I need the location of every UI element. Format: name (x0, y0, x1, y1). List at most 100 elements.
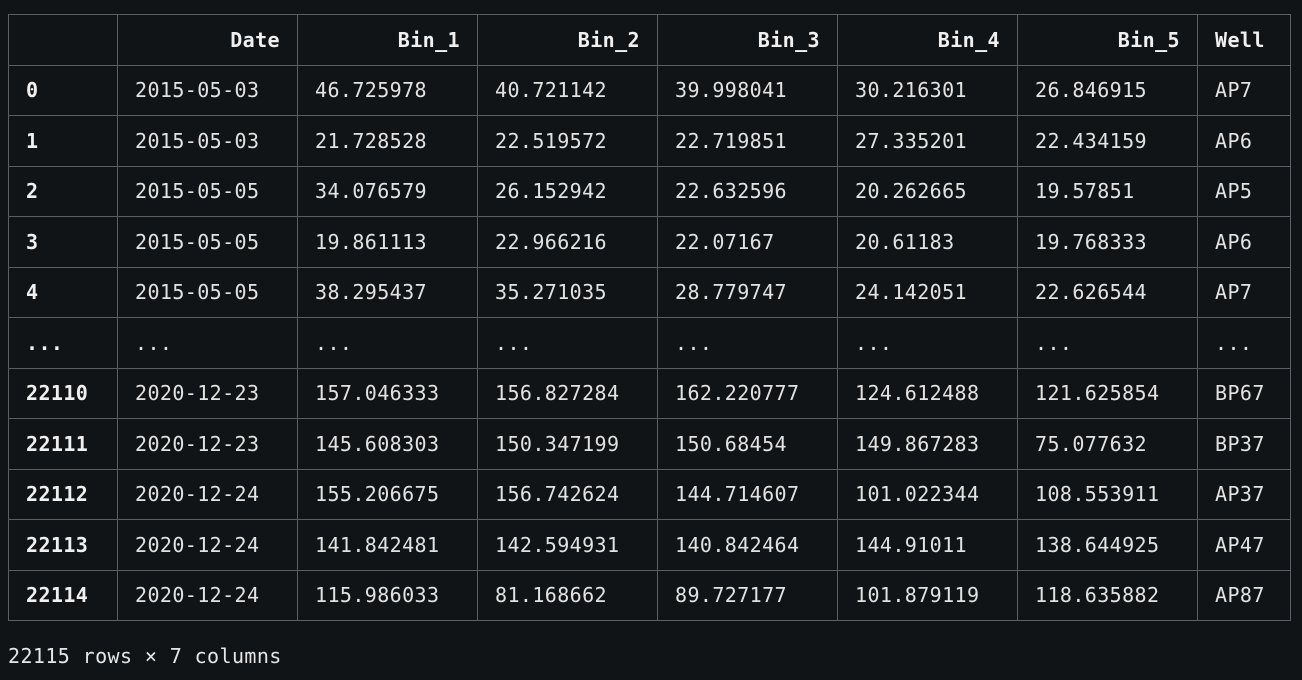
bin-2-cell: 22.519572 (477, 115, 658, 167)
bin-5-cell: ... (1017, 317, 1198, 369)
bin-1-cell: 157.046333 (297, 367, 478, 419)
well-cell: AP7 (1197, 64, 1291, 116)
header-row: Date Bin_1 Bin_2 Bin_3 Bin_4 Bin_5 Well (8, 14, 1291, 66)
row-index: 22114 (8, 569, 118, 621)
bin-3-cell: 22.632596 (657, 165, 838, 217)
bin-3-cell: 144.714607 (657, 468, 838, 520)
table-row: 3 2015-05-05 19.861113 22.966216 22.07167 20.… (8, 216, 1291, 268)
bin-2-cell: 150.347199 (477, 418, 658, 470)
date-cell: 2015-05-05 (117, 165, 298, 217)
bin-3-cell: 162.220777 (657, 367, 838, 419)
table-row: ........................ (8, 317, 1291, 369)
table-header: Date Bin_1 Bin_2 Bin_3 Bin_4 Bin_5 Well (8, 14, 1291, 66)
bin-2-cell: 156.742624 (477, 468, 658, 520)
bin-2-cell: ... (477, 317, 658, 369)
bin-4-cell: 20.262665 (837, 165, 1018, 217)
well-cell: BP37 (1197, 418, 1291, 470)
bin-3-cell: 22.719851 (657, 115, 838, 167)
date-cell: 2020-12-24 (117, 468, 298, 520)
bin-3-cell: ... (657, 317, 838, 369)
bin-4-cell: 20.61183 (837, 216, 1018, 268)
table-row: 22114 2020-12-24 115.986033 81.168662 89.727… (8, 569, 1291, 621)
dataframe-output: Date Bin_1 Bin_2 Bin_3 Bin_4 Bin_5 Well … (8, 14, 1291, 621)
bin-1-cell: 46.725978 (297, 64, 478, 116)
bin-4-cell: 30.216301 (837, 64, 1018, 116)
bin-1-cell: 21.728528 (297, 115, 478, 167)
well-cell: AP6 (1197, 216, 1291, 268)
table-row: 22110 2020-12-23 157.046333 156.827284 162.2… (8, 367, 1291, 419)
table-row: 4 2015-05-05 38.295437 35.271035 28.779747 24… (8, 266, 1291, 318)
bin-3-cell: 39.998041 (657, 64, 838, 116)
bin-1-cell: 155.206675 (297, 468, 478, 520)
table-row: 1 2015-05-03 21.728528 22.519572 22.719851 27… (8, 115, 1291, 167)
bin-5-cell: 138.644925 (1017, 519, 1198, 571)
date-cell: 2020-12-23 (117, 418, 298, 470)
bin-5-cell: 108.553911 (1017, 468, 1198, 520)
date-cell: 2020-12-24 (117, 519, 298, 571)
bin-5-cell: 22.434159 (1017, 115, 1198, 167)
bin-4-cell: 27.335201 (837, 115, 1018, 167)
bin-5-cell: 75.077632 (1017, 418, 1198, 470)
well-cell: AP5 (1197, 165, 1291, 217)
bin-1-cell: 38.295437 (297, 266, 478, 318)
table-row: 2 2015-05-05 34.076579 26.152942 22.632596 20… (8, 165, 1291, 217)
well-cell: AP87 (1197, 569, 1291, 621)
table-row: 22112 2020-12-24 155.206675 156.742624 144.7… (8, 468, 1291, 520)
well-cell: BP67 (1197, 367, 1291, 419)
bin-4-cell: 124.612488 (837, 367, 1018, 419)
bin-2-cell: 26.152942 (477, 165, 658, 217)
date-cell: 2020-12-23 (117, 367, 298, 419)
bin-3-cell: 140.842464 (657, 519, 838, 571)
dataframe-table: Date Bin_1 Bin_2 Bin_3 Bin_4 Bin_5 Well … (8, 14, 1291, 621)
date-cell: 2015-05-05 (117, 266, 298, 318)
table-row: 0 2015-05-03 46.725978 40.721142 39.998041 30… (8, 64, 1291, 116)
row-index: 22113 (8, 519, 118, 571)
bin-3-cell: 22.07167 (657, 216, 838, 268)
date-cell: ... (117, 317, 298, 369)
date-cell: 2015-05-03 (117, 64, 298, 116)
bin-1-cell: ... (297, 317, 478, 369)
row-index: 2 (8, 165, 118, 217)
bin-5-cell: 19.768333 (1017, 216, 1198, 268)
date-cell: 2015-05-03 (117, 115, 298, 167)
bin-2-cell: 22.966216 (477, 216, 658, 268)
table-row: 22113 2020-12-24 141.842481 142.594931 140.8… (8, 519, 1291, 571)
row-index: 3 (8, 216, 118, 268)
bin-5-cell: 121.625854 (1017, 367, 1198, 419)
table-body: 0 2015-05-03 46.725978 40.721142 39.998041 30… (8, 64, 1291, 621)
bin-4-cell: 101.879119 (837, 569, 1018, 621)
well-cell: AP6 (1197, 115, 1291, 167)
well-cell: AP7 (1197, 266, 1291, 318)
bin-2-cell: 35.271035 (477, 266, 658, 318)
bin-4-cell: 24.142051 (837, 266, 1018, 318)
bin-2-cell: 156.827284 (477, 367, 658, 419)
date-cell: 2020-12-24 (117, 569, 298, 621)
bin-2-cell: 40.721142 (477, 64, 658, 116)
column-header-well: Well (1197, 14, 1291, 66)
bin-3-cell: 89.727177 (657, 569, 838, 621)
column-header-bin-2: Bin_2 (477, 14, 658, 66)
bin-5-cell: 26.846915 (1017, 64, 1198, 116)
bin-3-cell: 28.779747 (657, 266, 838, 318)
column-header-date: Date (117, 14, 298, 66)
shape-summary: 22115 rows × 7 columns (8, 644, 282, 668)
date-cell: 2015-05-05 (117, 216, 298, 268)
row-index: 4 (8, 266, 118, 318)
bin-4-cell: ... (837, 317, 1018, 369)
row-index: 1 (8, 115, 118, 167)
bin-4-cell: 149.867283 (837, 418, 1018, 470)
bin-2-cell: 81.168662 (477, 569, 658, 621)
column-header-bin-3: Bin_3 (657, 14, 838, 66)
well-cell: ... (1197, 317, 1291, 369)
column-header-index (8, 14, 118, 66)
column-header-bin-4: Bin_4 (837, 14, 1018, 66)
row-index: ... (8, 317, 118, 369)
bin-4-cell: 144.91011 (837, 519, 1018, 571)
row-index: 22111 (8, 418, 118, 470)
row-index: 0 (8, 64, 118, 116)
bin-5-cell: 118.635882 (1017, 569, 1198, 621)
bin-1-cell: 141.842481 (297, 519, 478, 571)
column-header-bin-1: Bin_1 (297, 14, 478, 66)
bin-1-cell: 34.076579 (297, 165, 478, 217)
bin-2-cell: 142.594931 (477, 519, 658, 571)
